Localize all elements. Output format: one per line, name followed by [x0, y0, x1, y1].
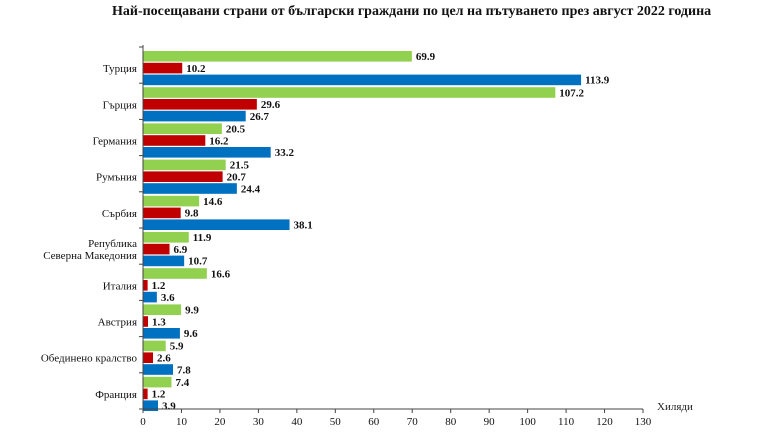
- bar: [143, 62, 183, 74]
- chart-title: Най-посещавани страни от български гражд…: [112, 4, 712, 19]
- category-label: Република: [88, 238, 137, 250]
- category-label: Германия: [93, 136, 137, 148]
- data-label: 9.8: [185, 208, 199, 220]
- bar: [143, 304, 182, 315]
- data-label: 16.2: [209, 135, 229, 147]
- data-label: 21.5: [230, 160, 250, 172]
- data-label: 1.2: [152, 280, 166, 292]
- data-label: 7.4: [175, 377, 189, 389]
- bar: [143, 207, 181, 219]
- data-label: 3.9: [162, 401, 176, 413]
- bar: [143, 316, 148, 327]
- data-label: 69.9: [416, 51, 436, 63]
- x-tick-label: 40: [291, 416, 303, 428]
- data-label: 3.6: [161, 292, 175, 304]
- bar: [143, 110, 246, 122]
- x-tick-label: 20: [214, 416, 226, 428]
- category-label: Обединено кралство: [41, 353, 138, 365]
- data-label: 24.4: [241, 183, 261, 195]
- data-label: 9.9: [185, 305, 199, 317]
- category-label: Турция: [103, 63, 137, 75]
- bar: [143, 364, 173, 375]
- x-tick-label: 70: [407, 416, 419, 428]
- data-label: 16.6: [211, 268, 231, 280]
- bar: [143, 171, 223, 182]
- data-label: 26.7: [250, 111, 270, 123]
- data-label: 20.5: [226, 124, 246, 136]
- bar: [143, 87, 556, 98]
- x-tick-label: 100: [519, 416, 536, 428]
- bar: [143, 280, 148, 291]
- x-tick-label: 60: [368, 416, 380, 428]
- data-label: 9.6: [184, 328, 198, 340]
- x-tick-label: 110: [558, 416, 575, 428]
- bar: [143, 340, 166, 352]
- category-label: Австрия: [98, 317, 137, 329]
- bar: [143, 135, 206, 146]
- x-tick-label: 30: [253, 416, 265, 428]
- category-label: Гърция: [103, 99, 137, 111]
- category-label: Италия: [103, 280, 137, 292]
- data-label: 29.6: [261, 99, 281, 111]
- bar: [143, 328, 180, 339]
- bar: [143, 123, 222, 134]
- bar: [143, 352, 153, 363]
- data-label: 38.1: [294, 220, 313, 232]
- data-label: 20.7: [227, 172, 247, 184]
- category-label: Северна Македония: [43, 250, 137, 262]
- data-label: 11.9: [193, 232, 212, 244]
- bar: [143, 268, 207, 279]
- x-tick-label: 120: [596, 416, 613, 428]
- data-label: 10.2: [186, 63, 206, 75]
- x-tick-label: 0: [140, 416, 146, 428]
- bar: [143, 243, 170, 255]
- data-label: 7.8: [177, 364, 191, 376]
- data-label: 1.2: [152, 389, 166, 401]
- data-label: 33.2: [275, 147, 295, 159]
- bar: [143, 99, 257, 110]
- data-label: 2.6: [157, 353, 171, 365]
- category-label: Франция: [95, 389, 137, 401]
- x-tick-label: 50: [330, 416, 342, 428]
- x-tick-label: 90: [484, 416, 496, 428]
- data-label: 5.9: [170, 341, 184, 353]
- bar: [143, 219, 290, 230]
- x-tick-label: 130: [635, 416, 652, 428]
- data-label: 1.3: [152, 316, 166, 328]
- bar: [143, 147, 271, 158]
- x-axis-title: Хиляди: [657, 401, 693, 413]
- bar: [143, 400, 158, 411]
- data-label: 6.9: [174, 244, 188, 256]
- bar: [143, 255, 185, 267]
- bar: [143, 183, 237, 194]
- bar: [143, 291, 157, 303]
- bar: [143, 195, 200, 207]
- data-label: 107.2: [559, 87, 584, 99]
- x-tick-label: 10: [176, 416, 188, 428]
- bar: [143, 388, 148, 400]
- bar: [143, 74, 582, 86]
- data-label: 14.6: [203, 196, 223, 208]
- bar: [143, 51, 412, 62]
- bar: [143, 159, 226, 171]
- data-label: 10.7: [188, 256, 208, 268]
- data-label: 113.9: [585, 75, 610, 87]
- x-tick-label: 80: [445, 416, 457, 428]
- bar: [143, 232, 189, 243]
- category-label: Сърбия: [102, 208, 137, 220]
- bar: [143, 376, 172, 388]
- category-label: Румъния: [96, 172, 137, 184]
